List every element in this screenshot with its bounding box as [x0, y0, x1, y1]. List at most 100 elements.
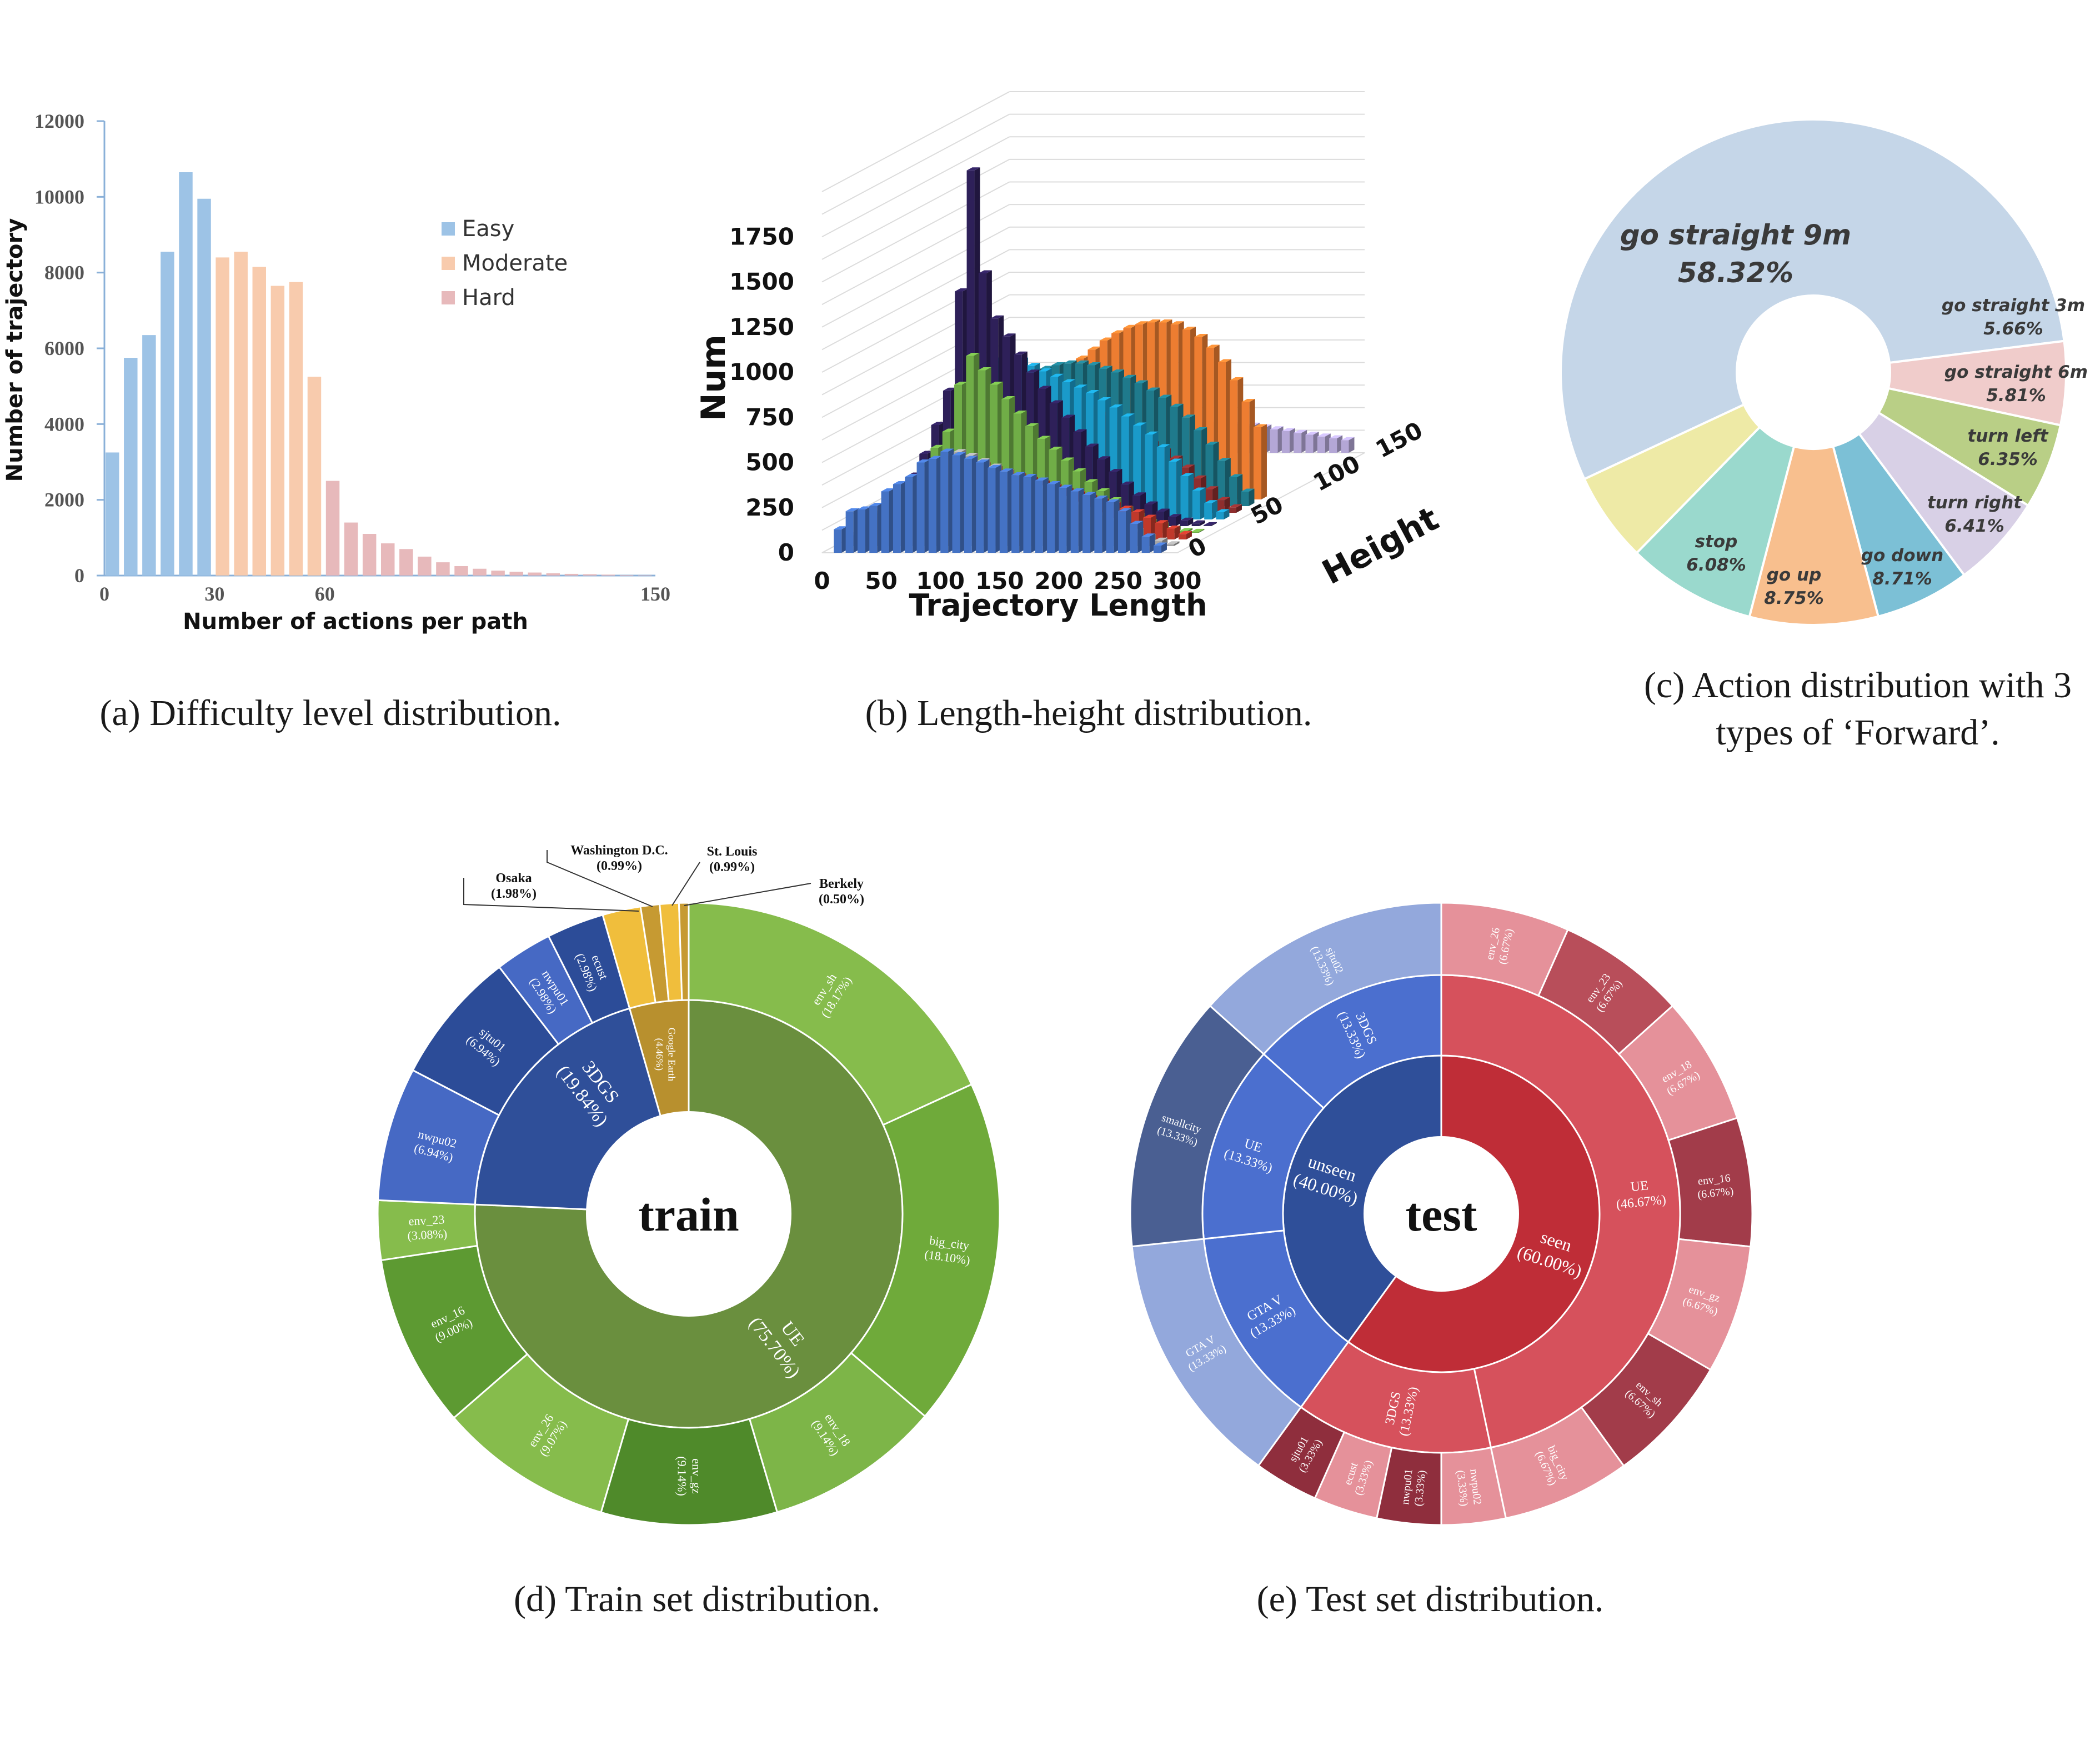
outer-label-env-gz: env_gz — [690, 1458, 704, 1494]
bar-face — [1059, 488, 1067, 553]
legend-swatch-hard — [442, 291, 455, 304]
slice-pct-go-down: 8.71% — [1872, 569, 1932, 589]
bar-height-0 — [952, 452, 966, 553]
bar-height-0 — [1106, 499, 1120, 553]
bar-top — [1294, 429, 1307, 433]
bar-top — [919, 451, 933, 454]
bar-side — [1349, 437, 1355, 453]
bar-top — [1062, 379, 1076, 382]
bar-face — [1191, 532, 1199, 533]
bar-height-150 — [1270, 426, 1284, 453]
bar-top — [1073, 429, 1087, 432]
bar-easy — [124, 358, 138, 576]
bar-height-20 — [1155, 520, 1169, 539]
bar-top — [1050, 373, 1064, 377]
bar-top — [1120, 481, 1134, 485]
bar-top — [1075, 360, 1089, 364]
bar-height-50 — [1180, 473, 1194, 519]
bar-top — [857, 506, 871, 509]
bar-face — [988, 468, 996, 553]
bar-top — [1074, 384, 1087, 388]
bar-face — [905, 477, 913, 553]
x-tick-label: 60 — [315, 583, 335, 605]
chart-c-action-donut: go straight 9m 58.32% go straight 3m 5.66% g… — [1560, 118, 2088, 626]
bar-face — [1216, 512, 1224, 519]
y-tick-label: 10000 — [34, 186, 84, 208]
slice-stop — [1582, 403, 1762, 555]
bar-hard — [344, 522, 358, 576]
bar-top — [1087, 362, 1101, 366]
bar-side — [1174, 541, 1180, 546]
bar-top — [1145, 431, 1159, 435]
bar-top — [931, 422, 945, 425]
bar-top — [1063, 360, 1077, 364]
bar-hard — [436, 562, 450, 576]
bar-top — [1122, 374, 1136, 378]
bar-height-0 — [1023, 474, 1037, 553]
bar-top — [1097, 456, 1111, 459]
bar-height-0 — [964, 456, 978, 553]
caption-c-line1: (c) Action distribution with 3 — [1644, 665, 2072, 706]
bar-top — [1099, 366, 1112, 369]
bar-face — [1094, 498, 1102, 553]
bar-face — [999, 471, 1008, 553]
bar-hard — [418, 556, 432, 576]
bar-side — [1261, 424, 1267, 499]
bar-top — [916, 459, 930, 463]
outer-pct-env-gz: (9.14%) — [675, 1456, 689, 1496]
bar-easy — [179, 172, 193, 576]
bar-top — [966, 353, 980, 356]
bar-top — [1153, 542, 1167, 546]
bar-top — [1155, 520, 1169, 523]
bar-face — [1317, 436, 1325, 453]
bar-height-0 — [928, 456, 942, 553]
chart-e-test-sunburst: test seen(60.00%)unseen(40.00%) UE(46.67%)… — [1129, 902, 1753, 1526]
bar-height-0 — [1011, 472, 1025, 553]
outer-pct-env-23: (3.08%) — [407, 1227, 448, 1243]
bar-top — [955, 288, 969, 292]
bar-face — [857, 509, 865, 553]
x-axis-title: Trajectory Length — [909, 588, 1207, 623]
legend-swatch-easy — [442, 222, 455, 236]
bar-top — [1156, 444, 1170, 447]
bar-face — [1145, 434, 1153, 519]
bar-face — [1169, 462, 1177, 519]
center-hole — [586, 1111, 791, 1317]
bar-face — [1106, 502, 1114, 553]
caption-d: (d) Train set distribution. — [514, 1579, 880, 1619]
bar-top — [1159, 319, 1172, 323]
ring3-label-group: nwpu02(3.33%) — [1454, 1468, 1483, 1507]
bar-face — [964, 459, 972, 553]
outer-label-group: env_gz(9.14%) — [675, 1456, 704, 1496]
bar-hard — [528, 572, 542, 576]
x-tick-label: 250 — [1094, 567, 1142, 594]
bar-top — [1082, 492, 1096, 495]
x-tick-label: 0 — [814, 567, 830, 594]
bar-face — [1082, 495, 1091, 553]
bar-face — [1203, 525, 1211, 526]
bar-moderate — [215, 257, 229, 576]
y-tick-label: 250 — [745, 494, 794, 521]
bar-moderate — [234, 252, 248, 576]
bar-face — [893, 484, 901, 553]
bar-height-80 — [1253, 424, 1267, 499]
bar-face — [916, 462, 925, 553]
bar-top — [1203, 522, 1217, 526]
x-tick-label: 50 — [865, 567, 897, 594]
x-tick-label: 100 — [916, 567, 965, 594]
callout-pct-osaka: (1.98%) — [491, 887, 537, 901]
bar-top — [1061, 414, 1075, 418]
bar-face — [1228, 507, 1236, 513]
slice-pct-go-straight-6m: 5.81% — [1986, 386, 2046, 406]
bar-height-40 — [1180, 517, 1194, 526]
slice-label-go-straight-6m: go straight 6m — [1944, 362, 2088, 382]
bar-top — [893, 481, 906, 484]
slice-label-turn-left: turn left — [1968, 426, 2049, 446]
bar-top — [999, 468, 1013, 472]
bar-face — [1168, 517, 1176, 526]
bar-top — [1132, 492, 1146, 496]
bar-face — [1130, 524, 1138, 553]
bar-face — [1047, 484, 1055, 553]
caption-a: (a) Difficulty level distribution. — [100, 693, 562, 733]
